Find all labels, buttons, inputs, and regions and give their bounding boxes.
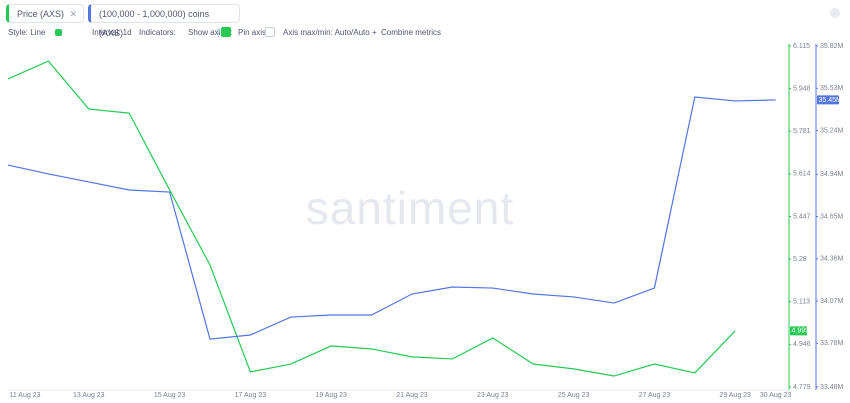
- pin-axis-checkbox[interactable]: [265, 27, 275, 37]
- value-label: 4.999: [792, 328, 810, 335]
- y-tick-label: 5.113: [793, 299, 810, 306]
- y2-tick-label: 34.07M: [820, 298, 844, 305]
- y-tick-label: 5.28: [793, 256, 807, 263]
- y2-tick-label: 33.48M: [820, 384, 844, 391]
- y-tick-label: 5.948: [793, 85, 811, 92]
- tab-label: (100,000 - 1,000,000) coins (AXS): [99, 9, 210, 38]
- value-badge: [817, 95, 839, 105]
- x-tick-label: 17 Aug 23: [235, 392, 267, 399]
- series-line: [7, 60, 736, 377]
- y2-tick-label: 34.65M: [820, 213, 844, 220]
- x-tick-label: 23 Aug 23: [477, 392, 509, 399]
- x-tick-label: 27 Aug 23: [639, 392, 671, 399]
- style-select[interactable]: Style: Line: [8, 28, 46, 37]
- y-tick-label: 4.946: [793, 341, 811, 348]
- y2-tick-label: 34.94M: [820, 171, 844, 178]
- x-tick-label: 13 Aug 23: [73, 392, 105, 399]
- x-tick-label: 25 Aug 23: [558, 392, 590, 399]
- show-axis-checkbox[interactable]: [221, 27, 231, 37]
- watermark: santiment: [306, 182, 514, 234]
- y2-tick-label: 35.82M: [820, 43, 844, 50]
- x-tick-label: 21 Aug 23: [396, 392, 428, 399]
- x-tick-label: 19 Aug 23: [315, 392, 347, 399]
- value-badge: [790, 326, 807, 336]
- y-tick-label: 4.779: [793, 384, 811, 391]
- x-tick-label: 29 Aug 23: [719, 392, 751, 399]
- y2-tick-label: 35.53M: [820, 85, 844, 92]
- y2-tick-label: 33.78M: [820, 340, 844, 347]
- combine-metrics[interactable]: Combine metrics: [381, 28, 442, 37]
- indicators-select[interactable]: Indicators:: [139, 28, 176, 37]
- x-tick-label: 15 Aug 23: [154, 392, 186, 399]
- metric-tab[interactable]: Price (AXS) ⋮ ✕: [6, 4, 84, 23]
- value-label: 35.45M: [819, 97, 843, 104]
- y2-tick-label: 34.36M: [820, 256, 844, 263]
- close-icon[interactable]: ⋮ ✕: [57, 9, 77, 19]
- color-swatch[interactable]: [55, 29, 62, 36]
- series-line: [7, 96, 776, 340]
- settings-icon[interactable]: [830, 8, 840, 18]
- metric-tab[interactable]: (100,000 - 1,000,000) coins (AXS)⋮ ✕: [88, 4, 240, 38]
- y-tick-label: 5.781: [793, 128, 811, 135]
- y-tick-label: 5.614: [793, 171, 811, 178]
- y-tick-label: 5.447: [793, 213, 811, 220]
- tab-label: Price (AXS): [17, 9, 65, 19]
- y-tick-label: 6.115: [793, 43, 810, 50]
- x-tick-label: 30 Aug 23: [760, 392, 792, 399]
- show-axis-label: Show axis: [188, 28, 225, 37]
- x-tick-label: 11 Aug 23: [9, 392, 40, 399]
- combine-icon[interactable]: +: [372, 28, 377, 37]
- y2-tick-label: 35.24M: [820, 127, 844, 134]
- pin-axis-label: Pin axis: [238, 28, 267, 37]
- interval-select[interactable]: Interval: 1d: [79, 28, 132, 38]
- axis-minmax[interactable]: Axis max/min: Auto/Auto: [283, 28, 370, 37]
